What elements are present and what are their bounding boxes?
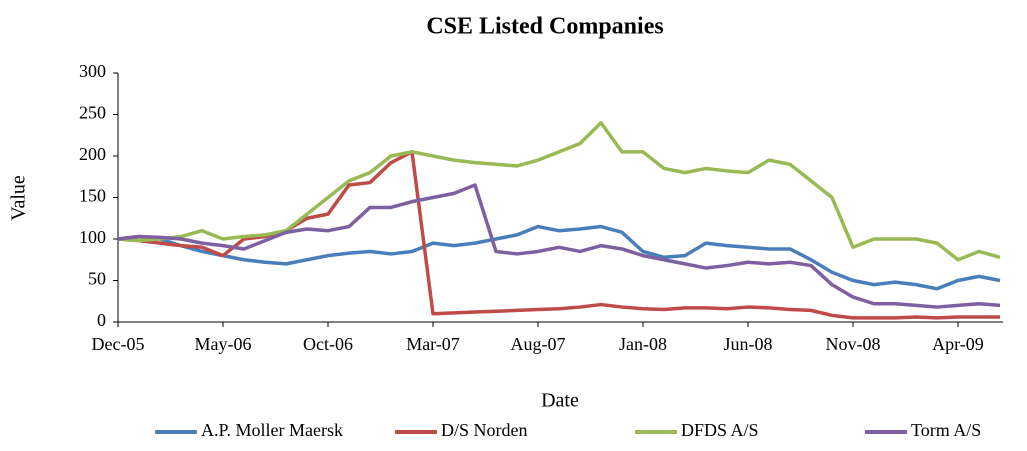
- legend-label: A.P. Moller Maersk: [201, 420, 343, 440]
- y-tick-label: 50: [88, 269, 106, 289]
- x-tick-label: Aug-07: [511, 334, 566, 354]
- legend-label: D/S Norden: [441, 420, 528, 440]
- x-tick-label: Jun-08: [724, 334, 773, 354]
- x-axis-label: Date: [541, 390, 579, 412]
- y-tick-label: 250: [79, 103, 106, 123]
- series-line: [117, 224, 1001, 291]
- x-tick-label: May-06: [195, 334, 252, 354]
- x-tick-label: Jan-08: [619, 334, 667, 354]
- x-tick-label: Nov-08: [826, 334, 881, 354]
- legend-label: Torm A/S: [911, 420, 981, 440]
- x-tick-label: Oct-06: [303, 334, 353, 354]
- x-tick-label: Mar-07: [406, 334, 460, 354]
- y-tick-label: 200: [79, 144, 106, 164]
- series-line: [117, 121, 1001, 262]
- y-tick-label: 0: [97, 310, 106, 330]
- x-tick-label: Apr-09: [932, 334, 984, 354]
- y-tick-label: 300: [79, 61, 106, 81]
- y-tick-label: 150: [79, 186, 106, 206]
- y-axis-label: Value: [8, 175, 30, 221]
- legend-label: DFDS A/S: [681, 420, 759, 440]
- x-tick-label: Dec-05: [92, 334, 145, 354]
- series-line: [117, 183, 1001, 309]
- chart-title: CSE Listed Companies: [426, 14, 663, 40]
- y-tick-label: 100: [79, 227, 106, 247]
